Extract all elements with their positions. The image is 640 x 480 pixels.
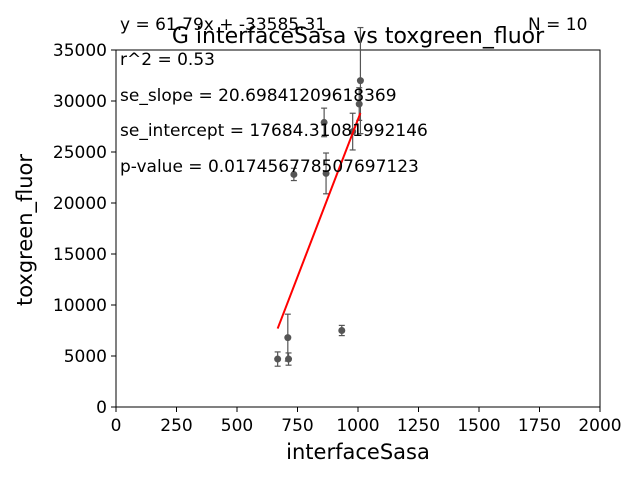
plot-area: 0 250 500 750 1000 1250 1500 1750 20000500010000… <box>53 26 622 436</box>
x-tick-label: 1250 <box>397 416 440 436</box>
y-tick-label: 0 <box>96 398 107 418</box>
x-tick-label: 2000 <box>578 416 621 436</box>
r2-annotation: r^2 = 0.53 <box>120 50 215 70</box>
x-tick-label: 750 <box>281 416 313 436</box>
y-axis-label: toxgreen_fluor <box>13 154 38 306</box>
se-slope-annotation: se_slope = 20.69841209618369 <box>120 86 397 106</box>
data-point <box>284 334 292 342</box>
data-point <box>320 118 328 126</box>
x-axis-label: interfaceSasa <box>286 440 430 464</box>
x-tick-label: 1000 <box>336 416 379 436</box>
fit-line <box>276 112 362 329</box>
y-tick-label: 10000 <box>53 296 107 316</box>
se-intercept-annotation: se_intercept = 17684.31081992146 <box>120 121 428 141</box>
y-tick-label: 5000 <box>64 347 107 367</box>
data-point <box>285 355 293 363</box>
y-tick-label: 15000 <box>53 245 107 265</box>
data-point <box>338 327 346 334</box>
x-tick-label: 500 <box>221 416 253 436</box>
y-tick-label: 25000 <box>53 143 107 163</box>
x-tick-label: 250 <box>160 416 192 436</box>
x-tick-label: 0 <box>111 416 122 436</box>
x-tick-label: 1500 <box>457 416 500 436</box>
p-value-annotation: p-value = 0.017456778507697123 <box>120 157 419 177</box>
y-tick-label: 30000 <box>53 92 107 112</box>
x-tick-label: 1750 <box>518 416 561 436</box>
n-annotation: N = 10 <box>528 15 587 35</box>
data-point <box>322 169 330 177</box>
equation-annotation: y = 61.79x + -33585.31 <box>120 15 326 35</box>
data-point <box>274 355 282 363</box>
data-point <box>290 170 298 178</box>
data-point <box>356 77 364 85</box>
chart-title: G interfaceSasa vs toxgreen_fluor <box>172 24 545 49</box>
y-tick-label: 20000 <box>53 194 107 214</box>
y-tick-label: 35000 <box>53 41 107 61</box>
